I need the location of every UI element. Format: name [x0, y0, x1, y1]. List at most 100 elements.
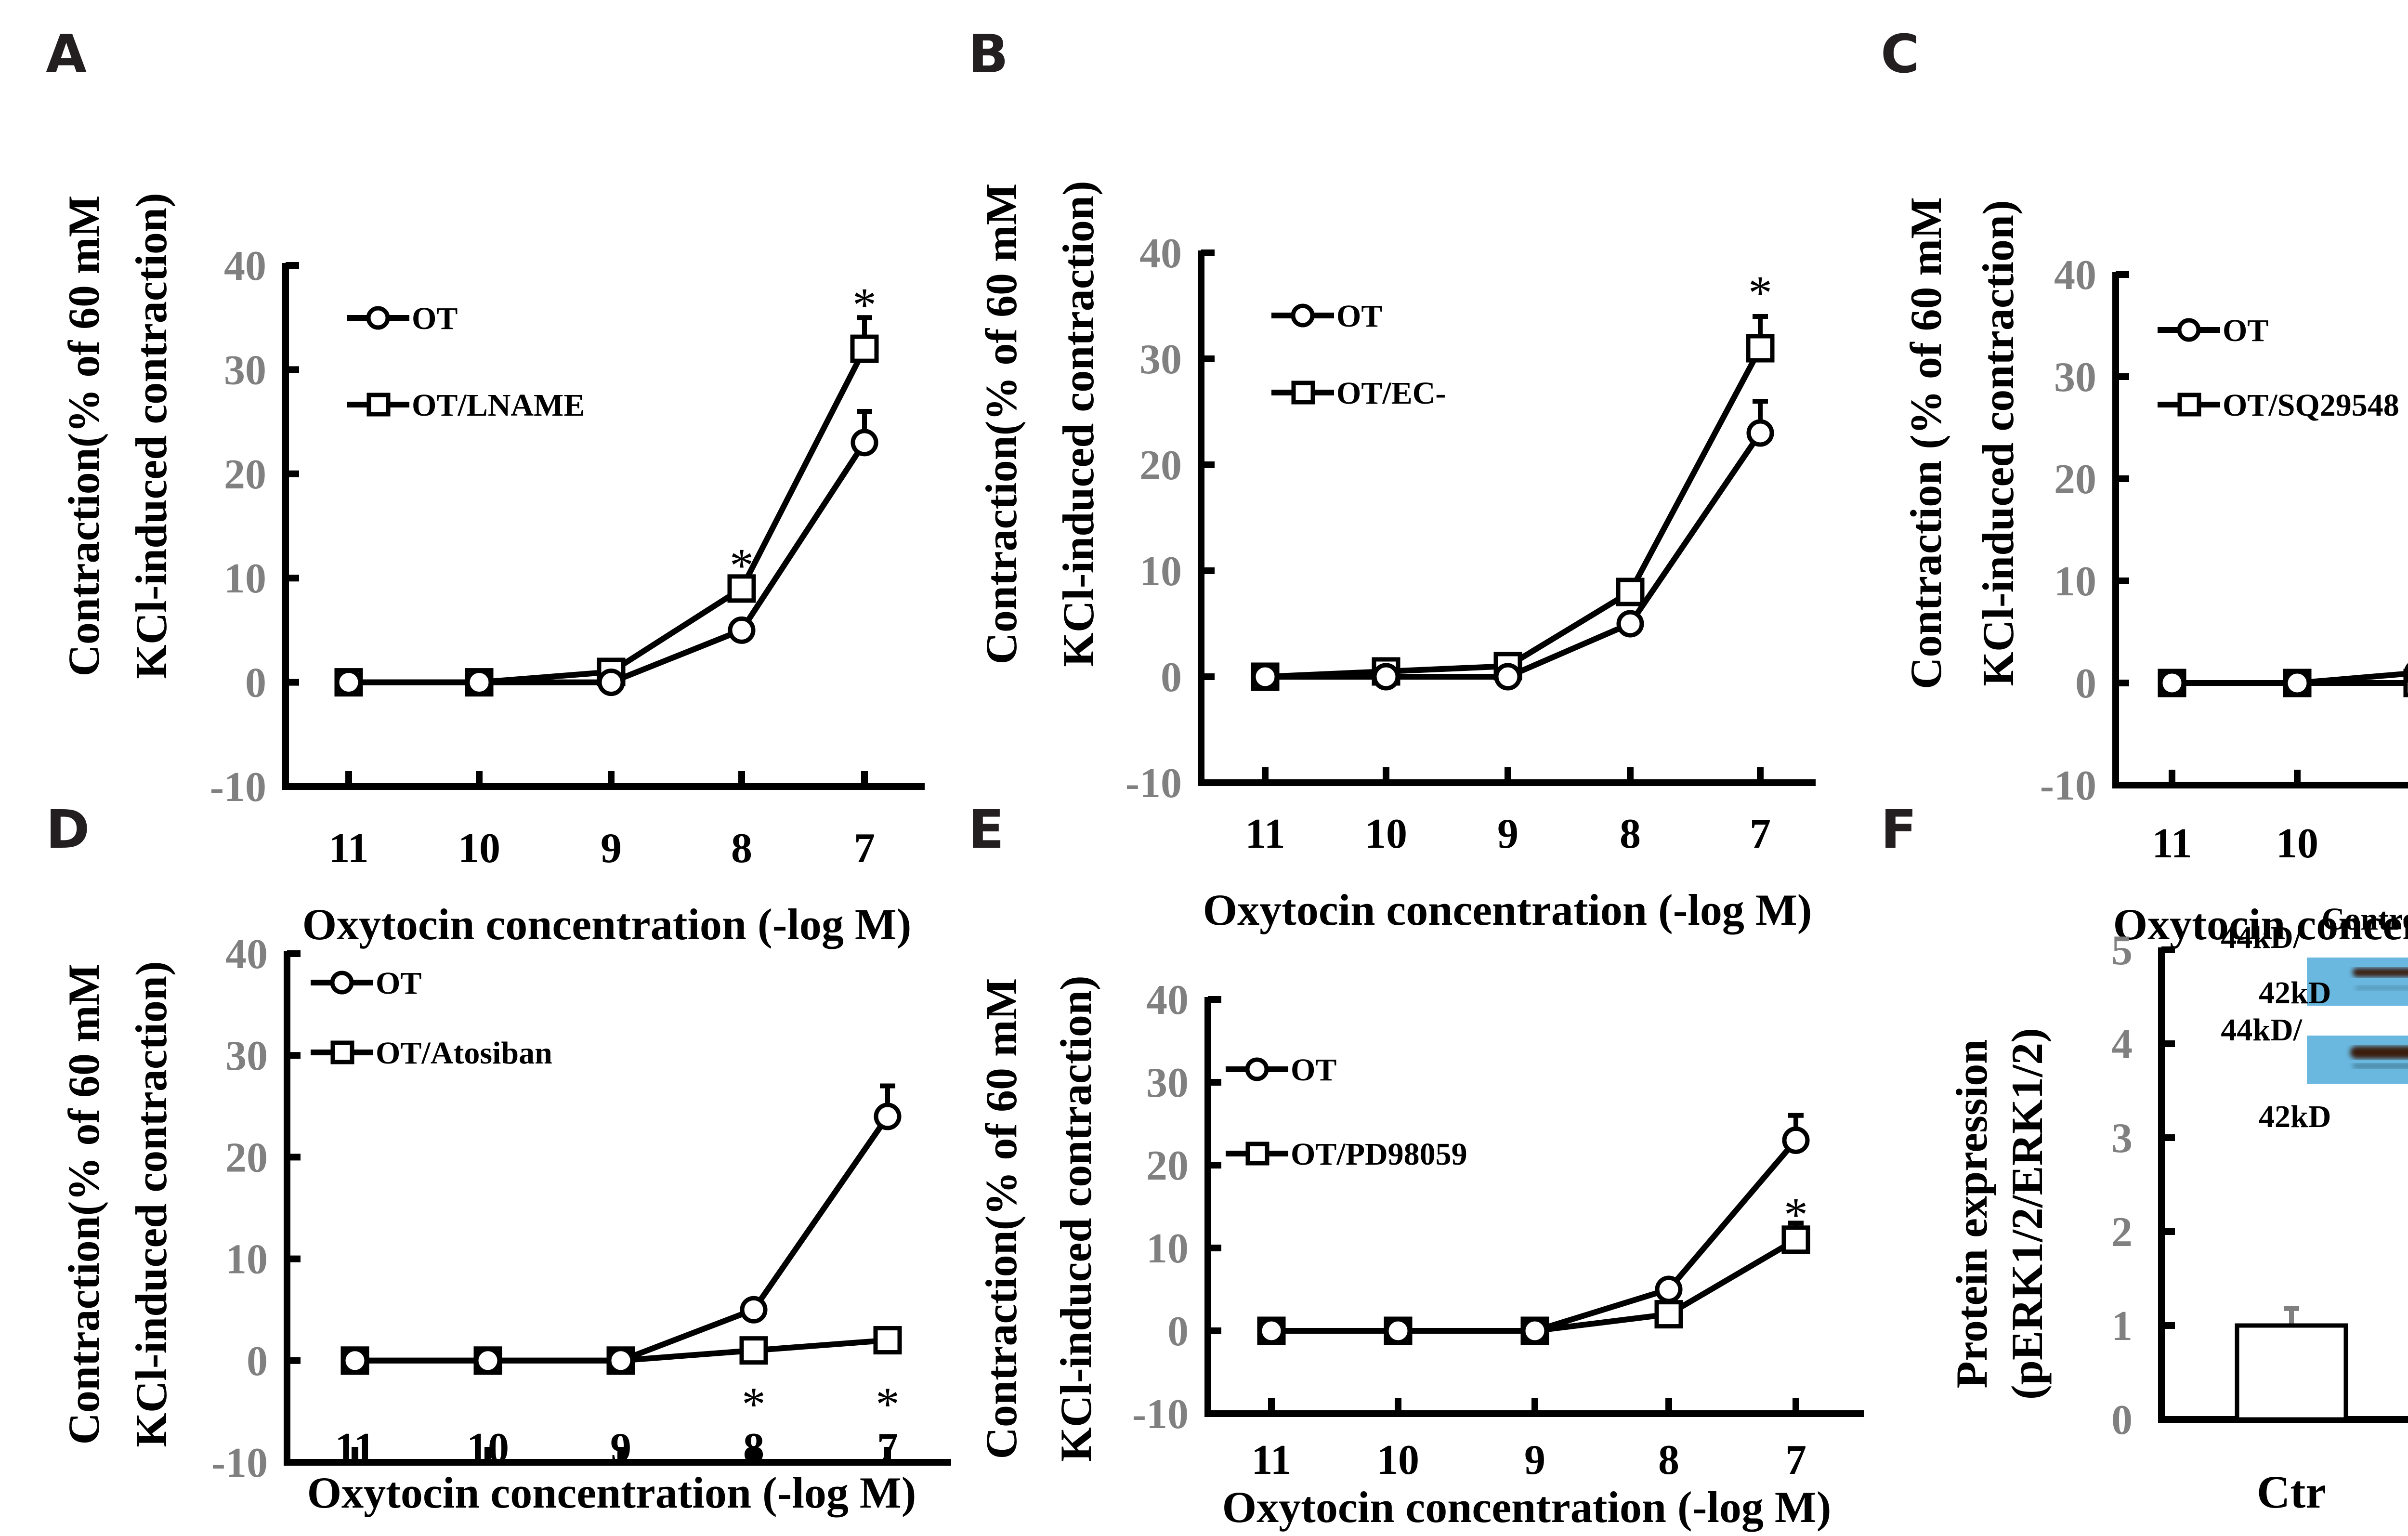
legend-marker-circle	[1291, 303, 1315, 328]
panel-letter: D	[46, 799, 90, 860]
x-tick-label: Ctr	[2257, 1466, 2326, 1518]
y-tick-label: 10	[1139, 548, 1182, 595]
legend-marker-square	[2177, 393, 2201, 417]
data-point-circle	[1251, 663, 1279, 691]
y-axis-title-line2: KCl-induced contraction)	[127, 193, 176, 679]
blot-membrane-erk1-2	[2307, 1036, 2408, 1084]
data-point-circle	[607, 1347, 635, 1375]
blot-band-42kd	[2355, 985, 2408, 990]
series-line-ot	[1265, 431, 1763, 680]
y-axis-title-line2: (pERK1/2/ERK1/2)	[2002, 1028, 2052, 1400]
panel-letter: C	[1881, 23, 1920, 85]
y-tick-label: 20	[224, 451, 266, 498]
data-point-square	[739, 1336, 768, 1365]
x-tick-label: 9	[1497, 811, 1518, 857]
x-tick-label: 10	[1377, 1437, 1419, 1483]
x-tick-label: 9	[2407, 820, 2408, 867]
y-tick-label: -10	[1132, 1391, 1189, 1438]
panel-a: A 40 30 20 10 0 -10 11 10 9 8 7 Oxytocin concentrati…	[46, 23, 925, 949]
y-tick-label: 0	[2111, 1397, 2133, 1444]
y-axis-title-line1: Contraction(% of 60 mM	[59, 963, 108, 1444]
y-tick-label: 30	[1146, 1060, 1189, 1106]
x-tick-label: 11	[335, 1425, 375, 1471]
x-tick-label: 7	[1785, 1437, 1806, 1483]
blot-lane-label: Control	[2322, 902, 2408, 937]
x-tick-label: 8	[1620, 811, 1641, 857]
legend-label: OT/EC-	[1336, 376, 1446, 411]
significance-marker: *	[742, 1378, 766, 1431]
y-axis-title-line1: Contraction (% of 60 mM	[1901, 197, 1950, 689]
y-axis-title-line1: Protein expression	[1947, 1039, 1996, 1389]
x-tick-label: 11	[2152, 820, 2192, 867]
x-tick-label: 11	[1245, 811, 1285, 857]
y-tick-label: 20	[1146, 1142, 1189, 1189]
x-tick-label: 10	[1365, 811, 1407, 857]
data-point-square	[1616, 578, 1645, 606]
data-point-circle	[2158, 669, 2186, 697]
y-tick-label: 30	[225, 1033, 268, 1079]
y-tick-label: 0	[2075, 660, 2096, 707]
panel-letter: E	[968, 799, 1004, 860]
significance-marker: *	[730, 538, 754, 592]
blot-mw-top: 44kD/	[2221, 1012, 2303, 1048]
y-axis-title-line1: Contraction(% of 60 mM	[977, 978, 1026, 1459]
y-axis-title-line2: KCl-induced contraction)	[1974, 200, 2023, 686]
series-line-ot	[355, 1115, 890, 1364]
legend-marker-circle	[1245, 1057, 1269, 1081]
data-point-circle	[1616, 610, 1644, 638]
x-axis-title: Oxytocin concentration (-log M)	[1203, 885, 1812, 934]
legend-label: OT	[1336, 299, 1382, 334]
y-tick-label: 30	[2054, 354, 2096, 401]
x-tick-label: 9	[1524, 1437, 1545, 1483]
y-tick-label: -10	[1125, 760, 1182, 807]
y-tick-label: 4	[2111, 1021, 2133, 1068]
y-tick-label: -10	[2040, 762, 2096, 809]
legend-marker-square	[1291, 381, 1315, 405]
blot-mw-top: 44kD/	[2221, 920, 2303, 955]
x-tick-label: 8	[731, 825, 752, 872]
data-point-square	[2403, 669, 2408, 697]
significance-marker: *	[876, 1378, 900, 1431]
y-tick-label: 10	[225, 1236, 268, 1283]
y-tick-label: 10	[224, 555, 266, 602]
legend-label: OT	[2223, 313, 2268, 348]
bar-ctr	[2235, 1323, 2348, 1422]
legend-marker-square	[1245, 1142, 1269, 1166]
data-point-circle	[1521, 1317, 1549, 1345]
legend-label: OT/PD98059	[1291, 1137, 1467, 1172]
data-point-square	[1781, 1225, 1810, 1254]
y-tick-label: 5	[2111, 927, 2133, 974]
data-point-circle	[1257, 1317, 1285, 1345]
y-tick-label: 20	[225, 1134, 268, 1181]
blot-band-42kd	[2353, 1063, 2408, 1068]
x-tick-label: 9	[601, 825, 622, 872]
y-tick-label: 30	[224, 347, 266, 394]
western-blot-inset: ControlOTOT/AtoOT/PD9805944kD/42kDpERK1/…	[2221, 902, 2408, 1134]
significance-marker: *	[1784, 1188, 1808, 1241]
x-tick-label: 8	[743, 1425, 764, 1471]
y-tick-label: 40	[2054, 252, 2096, 299]
legend-marker-circle	[366, 306, 390, 330]
data-point-circle	[740, 1296, 768, 1324]
data-point-circle	[2404, 663, 2408, 683]
legend-marker-square	[330, 1040, 354, 1064]
legend-label: OT/LNAME	[412, 388, 585, 423]
x-tick-label: 10	[467, 1425, 509, 1471]
x-tick-label: 7	[877, 1425, 898, 1471]
data-point-square	[1746, 334, 1775, 363]
y-axis-title-line2: KCl-induced contraction)	[1054, 181, 1103, 667]
y-tick-label: 2	[2111, 1209, 2133, 1256]
legend-label: OT/Atosiban	[376, 1036, 552, 1071]
data-point-circle	[1655, 1275, 1683, 1303]
significance-marker: *	[1748, 266, 1772, 319]
data-point-square	[873, 1326, 902, 1355]
y-tick-label: -10	[211, 1440, 268, 1486]
data-point-square	[1654, 1300, 1683, 1329]
x-tick-label: 7	[854, 825, 875, 872]
y-axis-title-line1: Contraction(% of 60 mM	[59, 195, 108, 676]
y-tick-label: -10	[210, 764, 266, 811]
